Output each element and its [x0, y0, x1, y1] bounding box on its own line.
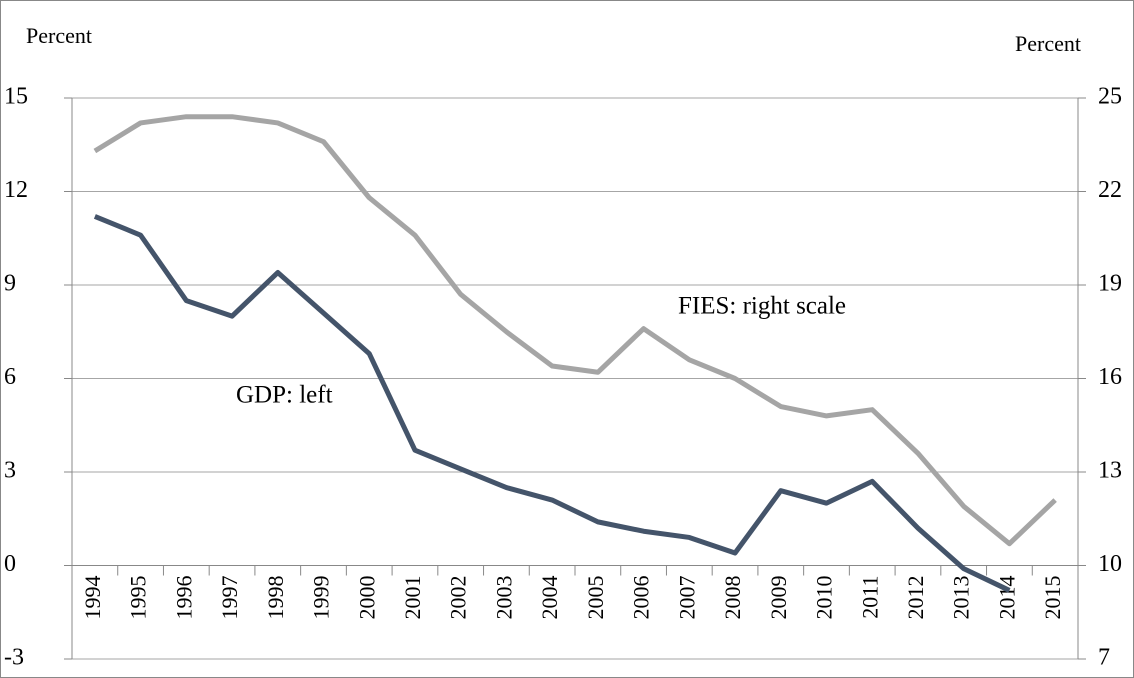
x-tick-label: 2007 [674, 576, 699, 620]
annotation: FIES: right scale [678, 293, 846, 320]
y-tick-label: -3 [4, 645, 24, 671]
y-axis-title: Percent [26, 23, 92, 48]
y-tick-label: 3 [4, 458, 16, 484]
series-line [93, 214, 1011, 593]
y2-tick-label: 7 [1098, 645, 1110, 671]
x-tick-label: 2000 [354, 576, 379, 620]
y2-tick-label: 16 [1098, 364, 1122, 390]
x-tick-label: 2008 [720, 576, 745, 620]
y2-tick-label: 25 [1098, 84, 1122, 110]
x-tick-label: 1999 [309, 576, 334, 620]
y2-axis-title: Percent [1015, 31, 1081, 56]
y2-tick-label: 10 [1098, 551, 1122, 577]
y-tick-label: 9 [4, 271, 16, 297]
x-tick-label: 2005 [583, 576, 608, 620]
annotation: GDP: left [236, 382, 333, 409]
y2-tick-label: 13 [1098, 458, 1122, 484]
x-tick-label: 2013 [949, 576, 974, 620]
y-tick-label: 15 [4, 84, 28, 110]
x-tick-label: 1996 [171, 576, 196, 620]
y2-tick-label: 19 [1098, 271, 1122, 297]
x-tick-label: 1994 [80, 576, 105, 620]
x-tick-label: 2002 [446, 576, 471, 620]
x-tick-label: 2012 [903, 576, 928, 620]
x-tick-label: 2015 [1040, 576, 1065, 620]
x-tick-label: 2014 [994, 576, 1019, 620]
x-tick-label: 2006 [629, 576, 654, 620]
y2-tick-label: 22 [1098, 177, 1122, 203]
x-tick-label: 2004 [537, 576, 562, 620]
x-tick-label: 2001 [400, 576, 425, 620]
y-tick-label: 0 [4, 551, 16, 577]
x-tick-label: 2010 [812, 576, 837, 620]
x-tick-label: 2011 [857, 576, 882, 619]
x-tick-label: 1997 [217, 576, 242, 620]
x-tick-label: 1995 [126, 576, 151, 620]
series-line [93, 114, 1057, 547]
y-tick-label: 6 [4, 364, 16, 390]
x-tick-label: 2003 [491, 576, 516, 620]
x-tick-label: 1998 [263, 576, 288, 620]
y-tick-label: 12 [4, 177, 28, 203]
x-tick-label: 2009 [766, 576, 791, 620]
